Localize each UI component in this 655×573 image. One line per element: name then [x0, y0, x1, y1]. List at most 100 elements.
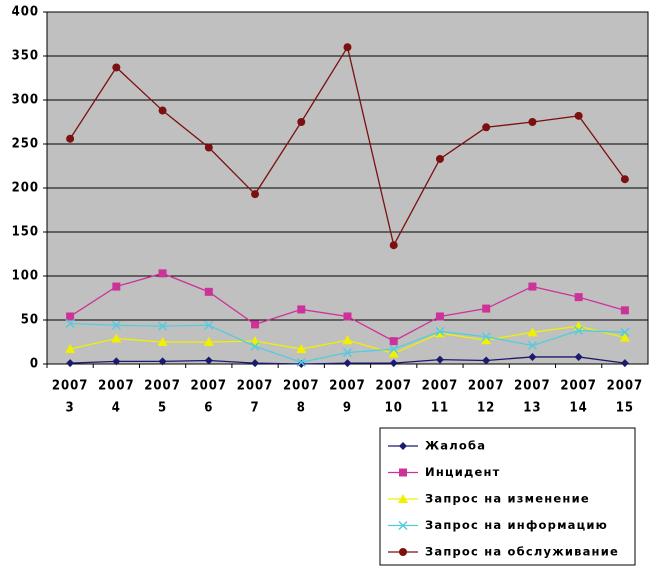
marker [481, 332, 491, 342]
marker [296, 344, 307, 354]
legend [379, 427, 636, 566]
marker [482, 304, 491, 313]
marker [528, 352, 537, 361]
marker [297, 305, 306, 314]
marker [481, 335, 492, 345]
marker [435, 326, 445, 336]
marker [158, 269, 167, 278]
marker [620, 306, 629, 315]
marker [527, 327, 538, 337]
marker [620, 327, 630, 337]
x-tick-label: 5 [158, 401, 167, 416]
marker [482, 123, 491, 132]
x-tick-label: 2007 [52, 379, 89, 394]
marker [398, 494, 408, 503]
x-tick-label: 2007 [98, 379, 135, 394]
x-tick-label: 2007 [191, 379, 228, 394]
marker [620, 359, 629, 368]
x-tick-label: 9 [343, 401, 352, 416]
marker [343, 312, 352, 321]
legend-label: Жалоба [425, 439, 486, 453]
y-tick-label: 200 [12, 181, 39, 196]
x-tick-label: 10 [385, 401, 403, 416]
marker [389, 344, 399, 354]
marker [342, 335, 353, 345]
x-tick-label: 2007 [560, 379, 597, 394]
y-tick-label: 350 [12, 49, 39, 64]
marker [620, 175, 629, 184]
marker [399, 468, 407, 477]
y-tick-label: 0 [30, 357, 39, 372]
x-tick-label: 4 [112, 401, 121, 416]
marker [574, 293, 583, 302]
marker [527, 340, 537, 351]
marker [482, 356, 491, 365]
marker [112, 357, 121, 366]
x-tick-label: 2007 [329, 379, 366, 394]
marker [66, 134, 75, 143]
marker [343, 359, 352, 368]
x-tick-label: 13 [523, 401, 541, 416]
marker [66, 312, 75, 321]
x-tick-label: 12 [477, 401, 495, 416]
legend-label: Инцидент [425, 465, 500, 479]
marker [158, 106, 167, 115]
marker [399, 548, 407, 556]
marker [157, 337, 168, 346]
marker [251, 359, 260, 368]
x-tick-label: 7 [250, 401, 259, 416]
marker [204, 287, 213, 296]
x-tick-label: 6 [204, 401, 213, 416]
marker [297, 118, 306, 126]
marker [528, 118, 537, 126]
marker [389, 241, 398, 250]
x-tick-label: 15 [616, 401, 634, 416]
y-tick-label: 400 [12, 5, 39, 20]
y-tick-label: 150 [12, 225, 39, 240]
marker [66, 359, 75, 368]
y-tick-label: 300 [12, 93, 39, 108]
marker [389, 337, 398, 346]
x-tick-label: 14 [570, 401, 588, 416]
x-tick-label: 2007 [422, 379, 459, 394]
legend-label: Запрос на обслуживание [425, 545, 619, 559]
marker [343, 43, 352, 52]
x-tick-label: 8 [297, 401, 306, 416]
marker [251, 190, 260, 199]
x-tick-label: 2007 [607, 379, 644, 394]
y-tick-label: 50 [21, 313, 39, 328]
x-tick-label: 3 [66, 401, 75, 416]
marker [250, 341, 260, 351]
legend-label: Запрос на изменение [425, 492, 590, 506]
x-tick-label: 2007 [144, 379, 181, 394]
marker [435, 154, 444, 163]
marker [389, 359, 398, 368]
marker [399, 442, 407, 450]
marker [435, 312, 444, 321]
marker [111, 333, 122, 343]
marker [398, 520, 408, 531]
y-tick-label: 100 [12, 269, 39, 284]
marker [158, 357, 167, 366]
marker [388, 348, 399, 358]
x-tick-label: 2007 [468, 379, 505, 394]
y-tick-label: 250 [12, 137, 39, 152]
marker [619, 332, 630, 342]
x-tick-label: 2007 [237, 379, 274, 394]
legend-label: Запрос на информацию [425, 518, 608, 532]
marker [251, 320, 260, 329]
marker [435, 355, 444, 364]
x-tick-label: 2007 [514, 379, 551, 394]
marker [111, 320, 121, 330]
marker [112, 282, 121, 291]
marker [342, 348, 353, 358]
marker [158, 321, 168, 331]
x-tick-label: 2007 [283, 379, 320, 394]
x-tick-label: 11 [431, 401, 449, 416]
marker [204, 356, 213, 365]
marker [574, 111, 583, 120]
marker [204, 143, 213, 152]
marker [112, 63, 121, 72]
marker [203, 337, 214, 346]
